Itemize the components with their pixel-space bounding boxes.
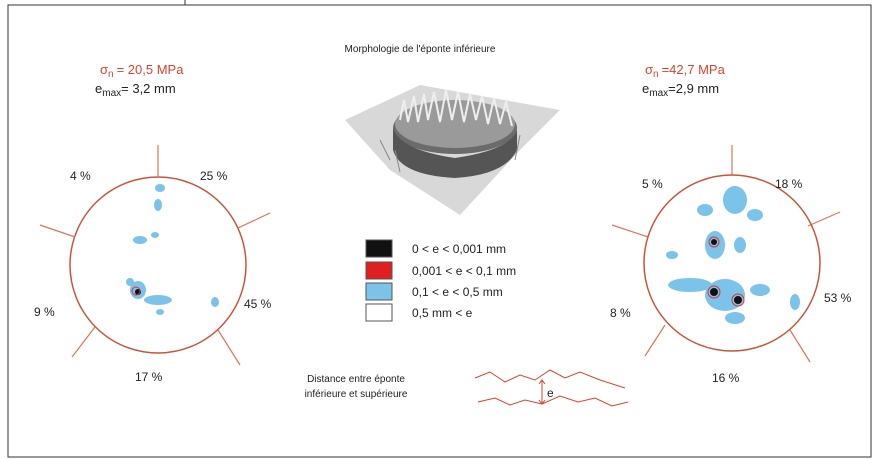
caption: inférieure et supérieure (305, 389, 408, 400)
percent-label: 17 % (135, 370, 163, 384)
right-circle (643, 174, 821, 352)
title: Morphologie de l'éponte inférieure (345, 44, 496, 55)
right-contours (666, 186, 800, 324)
gap-label: e (547, 386, 554, 400)
left-stereonet (39, 145, 271, 366)
percent-label: 16 % (712, 371, 740, 385)
percent-label: 5 % (642, 177, 663, 191)
aperture-sketch (474, 369, 629, 407)
percent-label: 25 % (200, 169, 228, 183)
left-emax: emax= 3,2 mm (95, 81, 176, 99)
legend (365, 239, 393, 322)
percent-label: 4 % (70, 169, 91, 183)
percent-label: 45 % (244, 297, 272, 311)
percent-label: 18 % (775, 177, 803, 191)
right-emax: emax=2,9 mm (642, 81, 719, 99)
right-sigma: σn =42,7 MPa (645, 62, 726, 80)
frame (7, 4, 872, 458)
percent-label: 53 % (824, 291, 852, 305)
legend-label: 0,001 < e < 0,1 mm (412, 264, 516, 278)
left-sigma: σn = 20,5 MPa (100, 62, 184, 80)
left-contours (126, 184, 219, 315)
legend-label: 0,5 mm < e (412, 306, 473, 320)
legend-label: 0,1 < e < 0,5 mm (412, 285, 503, 299)
percent-label: 9 % (34, 305, 55, 319)
surface-3d (345, 85, 560, 215)
percent-label: 8 % (610, 306, 631, 320)
right-stereonet (611, 145, 841, 363)
legend-label: 0 < e < 0,001 mm (412, 242, 506, 256)
caption: Distance entre éponte (307, 374, 405, 385)
